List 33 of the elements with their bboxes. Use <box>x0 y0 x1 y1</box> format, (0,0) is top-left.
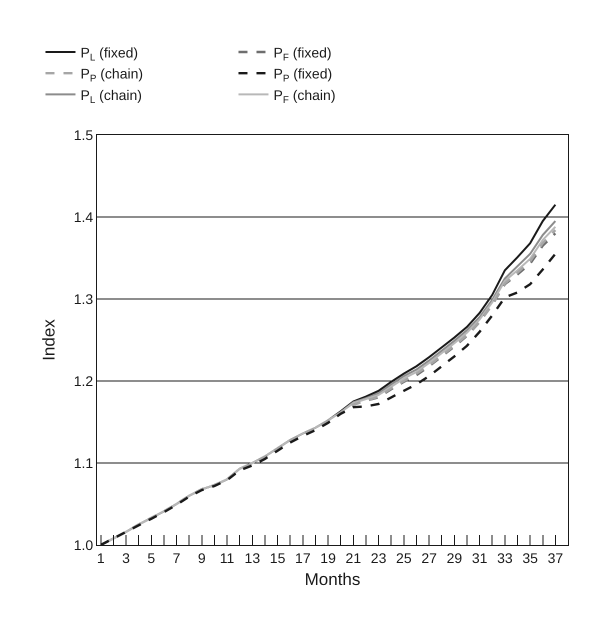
x-tick-label: 7 <box>172 550 181 566</box>
x-tick-label: 35 <box>522 550 538 566</box>
x-tick-label: 9 <box>198 550 206 566</box>
x-tick-label: 25 <box>396 550 412 566</box>
x-tick-label: 23 <box>370 550 387 566</box>
x-tick-label: 1 <box>96 550 105 566</box>
x-tick-label: 33 <box>497 550 513 566</box>
x-tick-label: 17 <box>295 550 311 566</box>
y-tick-label: 1.3 <box>74 290 94 307</box>
x-tick-label: 19 <box>320 550 336 566</box>
x-tick-label: 27 <box>421 550 438 566</box>
x-tick-label: 29 <box>446 550 462 566</box>
legend-label: P$_{P}$ (fixed) <box>273 66 332 85</box>
x-tick-label: 13 <box>244 550 260 566</box>
y-tick-label: 1.4 <box>74 208 94 225</box>
y-axis-title: Index <box>39 318 58 361</box>
x-tick-label: 3 <box>122 550 130 566</box>
x-axis-title: Months <box>304 570 360 590</box>
x-tick-label: 31 <box>472 550 488 566</box>
x-tick-label: 37 <box>548 550 564 566</box>
legend-label: P$_{L}$ (fixed) <box>80 44 138 64</box>
legend-label: P$_{F}$ (chain) <box>273 86 336 106</box>
x-tick-label: 21 <box>346 550 362 566</box>
legend-label: P$_{P}$ (chain) <box>80 66 144 85</box>
x-tick-label: 11 <box>220 550 235 566</box>
y-tick-label: 1.1 <box>74 454 94 471</box>
x-tick-label: 15 <box>270 550 286 566</box>
y-tick-label: 1.0 <box>74 536 94 553</box>
x-tick-label: 5 <box>147 550 156 566</box>
legend-label: P$_{L}$ (chain) <box>80 86 142 106</box>
y-tick-label: 1.5 <box>74 126 94 143</box>
legend-label: P$_{F}$ (fixed) <box>273 44 332 64</box>
y-tick-label: 1.2 <box>74 372 94 389</box>
